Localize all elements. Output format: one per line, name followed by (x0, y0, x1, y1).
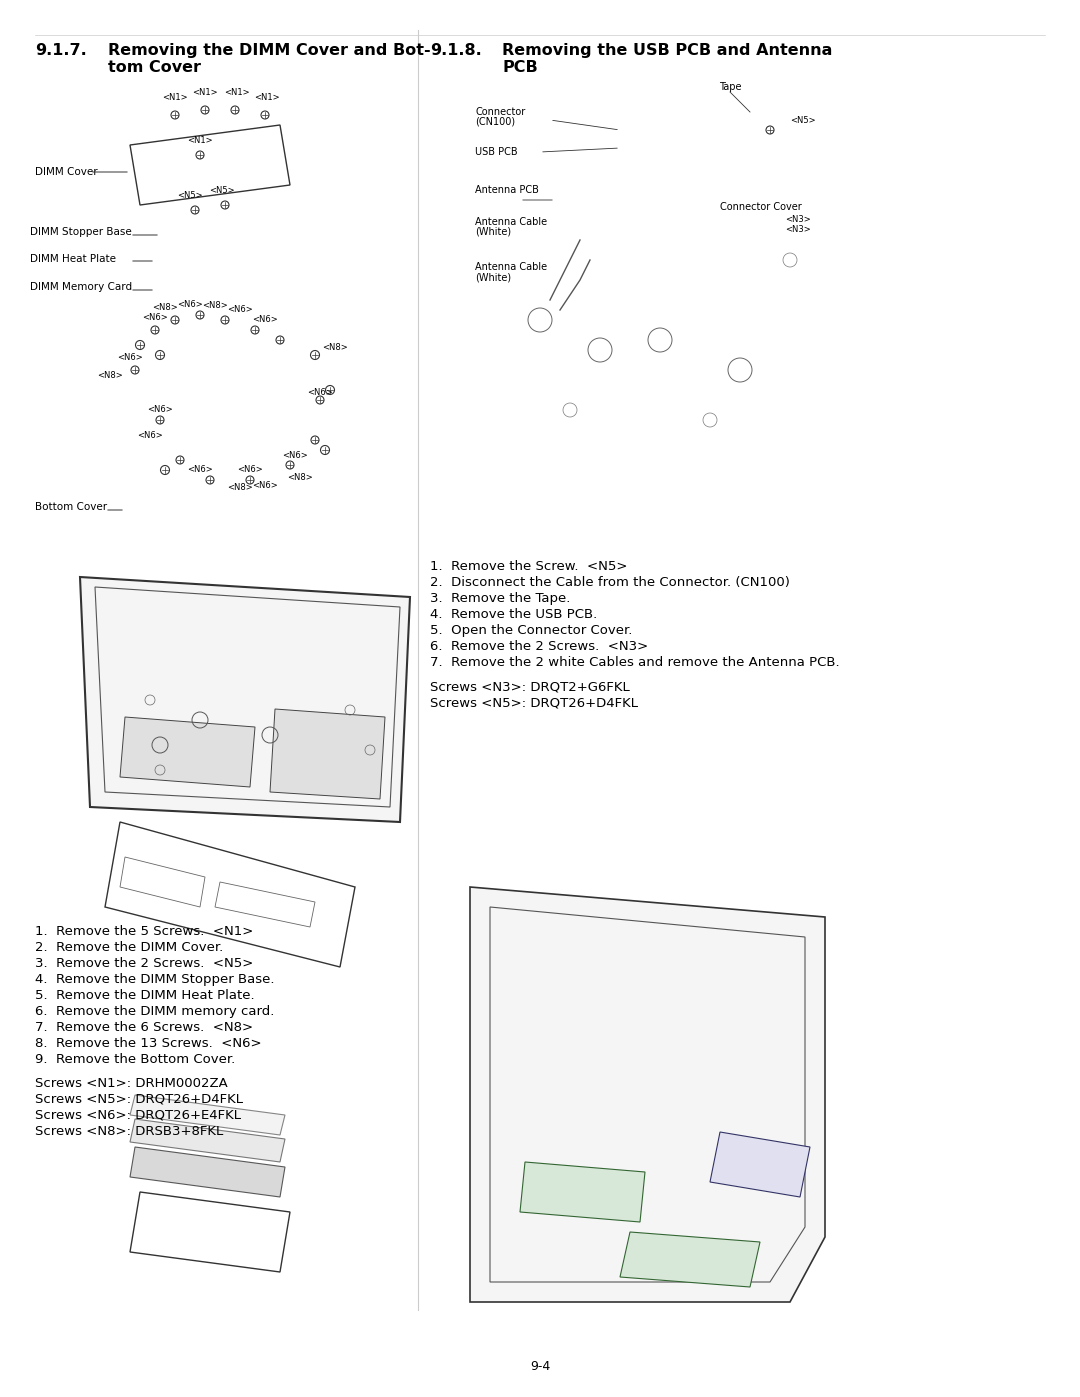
Text: DIMM Memory Card: DIMM Memory Card (30, 282, 132, 292)
Text: <N8>: <N8> (152, 303, 178, 312)
Text: 4.  Remove the USB PCB.: 4. Remove the USB PCB. (430, 608, 597, 622)
Text: 6.  Remove the 2 Screws.  <N3>: 6. Remove the 2 Screws. <N3> (430, 640, 648, 652)
Text: 1.  Remove the 5 Screws.  <N1>: 1. Remove the 5 Screws. <N1> (35, 925, 254, 937)
Text: 9-4: 9-4 (530, 1361, 550, 1373)
Text: 7.  Remove the 2 white Cables and remove the Antenna PCB.: 7. Remove the 2 white Cables and remove … (430, 657, 839, 669)
Polygon shape (120, 717, 255, 787)
Text: 3.  Remove the Tape.: 3. Remove the Tape. (430, 592, 570, 605)
Text: <N6>: <N6> (227, 305, 253, 314)
Text: <N8>: <N8> (287, 474, 313, 482)
Polygon shape (80, 577, 410, 821)
Text: <N1>: <N1> (192, 88, 218, 96)
Text: Screws <N8>: DRSB3+8FKL: Screws <N8>: DRSB3+8FKL (35, 1125, 224, 1139)
Text: DIMM Cover: DIMM Cover (35, 168, 97, 177)
Text: 5.  Remove the DIMM Heat Plate.: 5. Remove the DIMM Heat Plate. (35, 989, 255, 1002)
Polygon shape (270, 710, 384, 799)
Text: <N6>: <N6> (187, 465, 213, 474)
Text: DIMM Stopper Base: DIMM Stopper Base (30, 226, 132, 237)
Text: Antenna Cable: Antenna Cable (475, 263, 548, 272)
Text: <N8>: <N8> (97, 372, 123, 380)
Text: <N1>: <N1> (225, 88, 249, 96)
Text: 4.  Remove the DIMM Stopper Base.: 4. Remove the DIMM Stopper Base. (35, 972, 274, 986)
Text: Screws <N6>: DRQT26+E4FKL: Screws <N6>: DRQT26+E4FKL (35, 1109, 241, 1122)
Text: DIMM Heat Plate: DIMM Heat Plate (30, 254, 116, 264)
Text: <N6>: <N6> (282, 451, 308, 460)
Polygon shape (130, 1095, 285, 1134)
Text: Antenna Cable: Antenna Cable (475, 217, 548, 226)
Text: <N6>: <N6> (177, 300, 203, 309)
Text: 8.  Remove the 13 Screws.  <N6>: 8. Remove the 13 Screws. <N6> (35, 1037, 261, 1051)
Text: <N8>: <N8> (227, 483, 253, 492)
Polygon shape (130, 1147, 285, 1197)
Polygon shape (470, 887, 825, 1302)
Text: 9.  Remove the Bottom Cover.: 9. Remove the Bottom Cover. (35, 1053, 235, 1066)
Text: <N8>: <N8> (202, 300, 228, 310)
Text: <N6>: <N6> (137, 432, 163, 440)
Text: 9.1.7.: 9.1.7. (35, 43, 86, 59)
Text: <N1>: <N1> (254, 94, 280, 102)
Text: <N8>: <N8> (322, 344, 348, 352)
Text: <N6>: <N6> (307, 388, 333, 397)
Text: PCB: PCB (502, 60, 538, 75)
Text: (White): (White) (475, 272, 511, 282)
Text: <N1>: <N1> (187, 136, 213, 145)
Text: <N1>: <N1> (162, 94, 188, 102)
Text: (CN100): (CN100) (475, 117, 515, 127)
Text: (White): (White) (475, 226, 511, 237)
Text: 3.  Remove the 2 Screws.  <N5>: 3. Remove the 2 Screws. <N5> (35, 957, 254, 970)
Text: <N6>: <N6> (143, 313, 167, 321)
Text: <N6>: <N6> (117, 353, 143, 362)
Text: 2.  Disconnect the Cable from the Connector. (CN100): 2. Disconnect the Cable from the Connect… (430, 576, 789, 590)
Text: <N5>: <N5> (177, 191, 203, 200)
Text: 9.1.8.: 9.1.8. (430, 43, 482, 59)
Text: USB PCB: USB PCB (475, 147, 517, 156)
Text: 5.  Open the Connector Cover.: 5. Open the Connector Cover. (430, 624, 633, 637)
Text: Connector: Connector (475, 108, 525, 117)
Text: <N6>: <N6> (238, 465, 262, 474)
Text: <N6>: <N6> (252, 314, 278, 324)
Text: 6.  Remove the DIMM memory card.: 6. Remove the DIMM memory card. (35, 1004, 274, 1018)
Text: Bottom Cover: Bottom Cover (35, 502, 107, 511)
Text: Removing the USB PCB and Antenna: Removing the USB PCB and Antenna (502, 43, 833, 59)
Text: Removing the DIMM Cover and Bot-: Removing the DIMM Cover and Bot- (108, 43, 431, 59)
Text: <N6>: <N6> (252, 481, 278, 490)
Text: Screws <N5>: DRQT26+D4FKL: Screws <N5>: DRQT26+D4FKL (35, 1092, 243, 1106)
Polygon shape (620, 1232, 760, 1287)
Text: 1.  Remove the Screw.  <N5>: 1. Remove the Screw. <N5> (430, 560, 627, 573)
Text: Antenna PCB: Antenna PCB (475, 184, 539, 196)
Text: Screws <N3>: DRQT2+G6FKL: Screws <N3>: DRQT2+G6FKL (430, 680, 630, 693)
Text: <N3>: <N3> (785, 225, 811, 235)
Text: Screws <N5>: DRQT26+D4FKL: Screws <N5>: DRQT26+D4FKL (430, 696, 638, 710)
Text: 2.  Remove the DIMM Cover.: 2. Remove the DIMM Cover. (35, 942, 224, 954)
Polygon shape (130, 1119, 285, 1162)
Text: tom Cover: tom Cover (108, 60, 201, 75)
Text: Connector Cover: Connector Cover (720, 203, 801, 212)
Text: <N3>: <N3> (785, 215, 811, 224)
Text: Screws <N1>: DRHM0002ZA: Screws <N1>: DRHM0002ZA (35, 1077, 228, 1090)
Text: <N5>: <N5> (789, 116, 815, 124)
Text: Tape: Tape (719, 82, 741, 92)
Polygon shape (710, 1132, 810, 1197)
Text: 7.  Remove the 6 Screws.  <N8>: 7. Remove the 6 Screws. <N8> (35, 1021, 253, 1034)
Polygon shape (519, 1162, 645, 1222)
Text: <N5>: <N5> (210, 186, 234, 196)
Text: <N6>: <N6> (147, 405, 173, 414)
